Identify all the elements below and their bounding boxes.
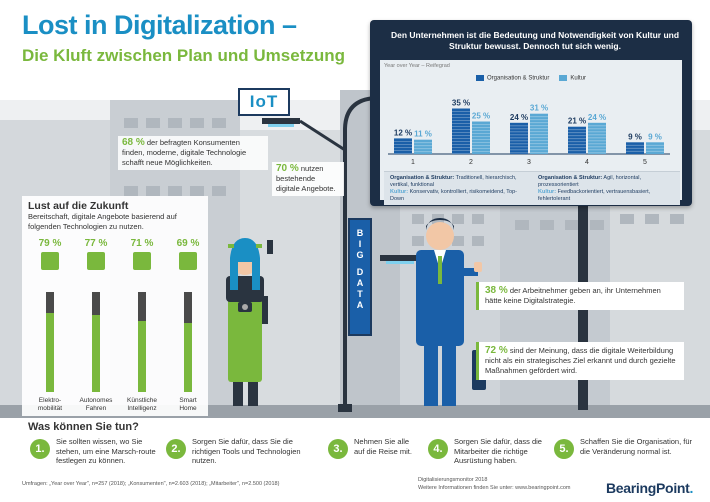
lust-subtitle: Bereitschaft, digitale Angebote basieren… <box>28 212 177 231</box>
bigdata-letter: A <box>356 300 364 310</box>
chart-data-label: 21 % <box>568 117 586 126</box>
footer-left: Organisation & Struktur: Traditionell, h… <box>390 175 517 202</box>
lust-bar <box>92 292 100 392</box>
bigdata-letter: D <box>356 267 364 277</box>
chart-data-label: 35 % <box>452 99 470 108</box>
step-4: 4. Sorgen Sie dafür, dass die Mitarbeiter… <box>428 437 546 466</box>
chart-data-label: 25 % <box>472 112 490 121</box>
lust-pct: 71 % <box>130 238 154 249</box>
page-title: Lost in Digitalization – <box>22 10 297 40</box>
chart-bar <box>530 113 548 154</box>
bigdata-letter: A <box>356 278 364 288</box>
step-number: 2. <box>166 439 186 459</box>
lust-bar-fill <box>92 315 100 392</box>
source-line-2: Weitere Informationen finden Sie unter: … <box>418 485 571 491</box>
lust-item: 69 % <box>168 238 208 270</box>
lust-bar <box>184 292 192 392</box>
businessman-figure <box>416 218 486 406</box>
step-1: 1. Sie sollten wissen, wo Sie stehen, um … <box>30 437 156 466</box>
stat-38: 38 % der Arbeitnehmer geben an, ihr Unte… <box>476 282 684 310</box>
lust-title: Lust auf die Zukunft <box>28 200 129 212</box>
lust-label: Künstliche Intelligenz <box>127 397 157 412</box>
iot-sign: IoT <box>238 88 290 116</box>
chart-data-label: 9 % <box>648 132 662 141</box>
chart-tick-label: 1 <box>411 159 415 166</box>
chart-bar <box>452 108 470 154</box>
footnote: Umfragen: „Year over Year", n=257 (2018)… <box>22 481 280 487</box>
reifegrad-chart: 12 % 11 %135 %25 %224 %31 %321 % 24 %49 % 9… <box>388 99 670 166</box>
bigdata-letter: G <box>356 250 364 260</box>
step-text: Nehmen Sie alle auf die Reise mit. <box>354 437 412 456</box>
bigdata-letter: I <box>358 239 362 249</box>
lust-bar-fill <box>46 313 54 392</box>
lust-item: 71 % <box>122 238 162 270</box>
chart-tick-label: 2 <box>469 159 473 166</box>
lust-bar-fill <box>184 323 192 392</box>
chart-bar <box>394 138 412 154</box>
step-5: 5. Schaffen Sie die Organisation, für die… <box>554 437 694 459</box>
step-number: 4. <box>428 439 448 459</box>
lust-item: 77 % <box>76 238 116 270</box>
lust-bar <box>138 292 146 392</box>
lust-label: Elektro- mobilität <box>37 397 63 412</box>
lust-label: Smart Home <box>179 397 197 412</box>
stat-70: 70 % nutzen bestehende digitale Angebote… <box>272 162 344 196</box>
car-icon <box>87 252 105 270</box>
chart-data-label: 31 % <box>530 104 548 113</box>
step-text: Sorgen Sie dafür, dass Sie die richtigen… <box>192 437 301 465</box>
chart-data-label: 24 % <box>510 113 528 122</box>
stat-68: 68 % der befragten Konsumenten finden, m… <box>118 136 268 170</box>
chart-data-label: 24 % <box>588 113 606 122</box>
chart-bar <box>414 139 432 154</box>
step-3: 3. Nehmen Sie alle auf die Reise mit. <box>328 437 420 459</box>
chart-legend: Organisation & Struktur Kultur <box>476 75 586 82</box>
house-icon <box>179 252 197 270</box>
step-text: Schaffen Sie die Organisation, für die V… <box>580 437 693 456</box>
was-title: Was können Sie tun? <box>28 421 139 433</box>
legend-kultur: Kultur <box>559 75 586 82</box>
chart-tick-label: 4 <box>585 159 589 166</box>
lust-pct: 69 % <box>176 238 200 249</box>
chart-bar <box>626 142 644 154</box>
source-line-1: Digitalisierungsmonitor 2018 <box>418 477 488 483</box>
lust-pct: 79 % <box>38 238 62 249</box>
plug-icon <box>41 252 59 270</box>
chart-tick-label: 5 <box>643 159 647 166</box>
lust-label: Autonomes Fahren <box>79 397 113 412</box>
step-text: Sorgen Sie dafür, dass die Mitarbeiter d… <box>454 437 542 465</box>
bearingpoint-logo: BearingPoint. <box>606 480 694 496</box>
brain-icon <box>133 252 151 270</box>
legend-org: Organisation & Struktur <box>476 75 549 82</box>
bigdata-letter: T <box>357 289 363 299</box>
chart-tick-label: 3 <box>527 159 531 166</box>
chart-data-label: 12 % <box>394 128 412 137</box>
chart-bar <box>646 142 664 154</box>
step-text: Sie sollten wissen, wo Sie stehen, um ei… <box>56 437 156 465</box>
stat-72: 72 % sind der Meinung, dass die digitale… <box>476 342 684 380</box>
bottom-panel <box>0 418 710 502</box>
chart-bar <box>568 126 586 154</box>
billboard-footer: Organisation & Struktur: Traditionell, h… <box>384 171 680 205</box>
lust-bar-fill <box>138 321 146 392</box>
lust-item: 79 % <box>30 238 70 270</box>
step-2: 2. Sorgen Sie dafür, dass Sie die richtig… <box>166 437 316 466</box>
page-subtitle: Die Kluft zwischen Plan und Umsetzung <box>22 46 346 65</box>
lust-pct: 77 % <box>84 238 108 249</box>
chart-title: Year over Year – Reifegrad <box>384 63 450 69</box>
lust-bar <box>46 292 54 392</box>
chart-data-label: 11 % <box>414 130 432 139</box>
step-number: 5. <box>554 439 574 459</box>
step-number: 1. <box>30 439 50 459</box>
billboard-headline: Den Unternehmen ist die Bedeutung und No… <box>390 30 680 51</box>
chart-data-label: 9 % <box>628 132 642 141</box>
bigdata-letter: B <box>356 228 364 238</box>
woman-figure <box>226 238 273 406</box>
chart-bar <box>472 121 490 154</box>
step-number: 3. <box>328 439 348 459</box>
chart-bar <box>510 122 528 154</box>
footer-right: Organisation & Struktur: Agil, horizonta… <box>538 175 651 202</box>
chart-bar <box>588 122 606 154</box>
